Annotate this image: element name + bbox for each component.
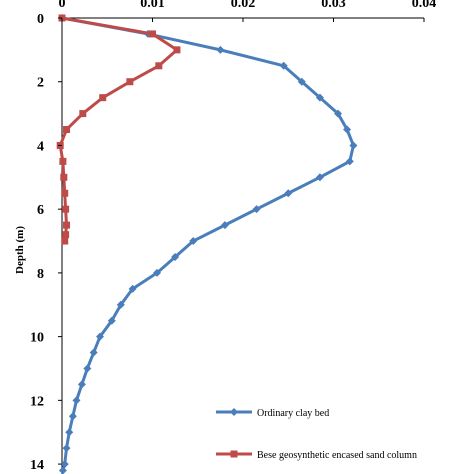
series-1-point — [96, 332, 105, 341]
x-tick-label: 0.03 — [321, 0, 346, 11]
series-1-point — [116, 300, 125, 309]
series-1-point — [58, 466, 67, 474]
series-2-point — [126, 78, 134, 86]
series-1-point — [220, 221, 229, 230]
series-1-point — [252, 205, 261, 214]
y-tick-label: 12 — [30, 394, 44, 409]
series-1-point — [153, 268, 162, 277]
x-tick-label: 0 — [59, 0, 66, 11]
legend-swatch-marker — [230, 450, 238, 458]
series-1-point — [77, 380, 86, 389]
series-1-point — [60, 460, 69, 469]
series-2-point — [173, 46, 181, 54]
series-1-point — [128, 284, 137, 293]
plot-area — [56, 14, 424, 474]
legend: Ordinary clay bed Bese geosynthetic encas… — [216, 408, 417, 461]
legend-swatch-marker — [230, 408, 238, 416]
series-line-1 — [61, 16, 355, 471]
legend-label: Bese geosynthetic encased sand column — [257, 450, 417, 461]
series-1-point — [171, 252, 180, 261]
y-tick-label: 6 — [37, 203, 44, 218]
series-1-point — [89, 348, 98, 357]
series-2-point — [149, 30, 156, 38]
series-2-point — [99, 94, 107, 102]
series-1-point — [72, 396, 81, 405]
series-1-point — [334, 109, 343, 118]
series-2-point — [61, 237, 69, 245]
series-1-point — [279, 61, 288, 70]
x-axis-ticks: 0 0.01 0.02 0.03 0.04 — [59, 0, 437, 22]
y-axis-label: Depth (m) — [14, 226, 26, 274]
series-2-point — [60, 173, 68, 181]
y-tick-label: 2 — [37, 76, 44, 91]
series-2-point — [79, 110, 87, 118]
y-tick-label: 4 — [37, 139, 44, 154]
y-tick-label: 10 — [30, 331, 44, 346]
series-1-point — [216, 45, 225, 54]
series-1-point — [345, 157, 354, 166]
series-1-point — [284, 189, 293, 198]
x-tick-label: 0.01 — [140, 0, 165, 11]
series-2-point — [59, 157, 67, 165]
series-1-point — [297, 77, 306, 86]
y-tick-label: 0 — [37, 12, 44, 27]
series-1-point — [107, 316, 116, 325]
series-1-point — [62, 444, 71, 453]
series-2-point — [63, 126, 71, 134]
series-2-point — [61, 189, 69, 197]
x-tick-label: 0.02 — [231, 0, 256, 11]
y-tick-label: 8 — [37, 267, 44, 282]
series-1-point — [315, 173, 324, 182]
series-1-point — [83, 364, 92, 373]
series-2-point — [155, 62, 163, 70]
series-1-point — [65, 428, 74, 437]
y-tick-label: 14 — [30, 458, 44, 473]
x-tick-label: 0.04 — [412, 0, 437, 11]
y-axis-ticks: 0 2 4 6 8 10 12 14 — [30, 12, 62, 473]
series-line-2 — [58, 16, 179, 242]
series-2-point — [62, 205, 70, 213]
legend-label: Ordinary clay bed — [257, 408, 329, 419]
series-2-point — [63, 221, 71, 229]
series-1-point — [343, 125, 352, 134]
series-1-point — [315, 93, 324, 102]
series-1-point — [349, 141, 358, 150]
series-1-point — [189, 237, 198, 246]
series-1-point — [68, 412, 77, 421]
series-2-point — [62, 231, 70, 239]
